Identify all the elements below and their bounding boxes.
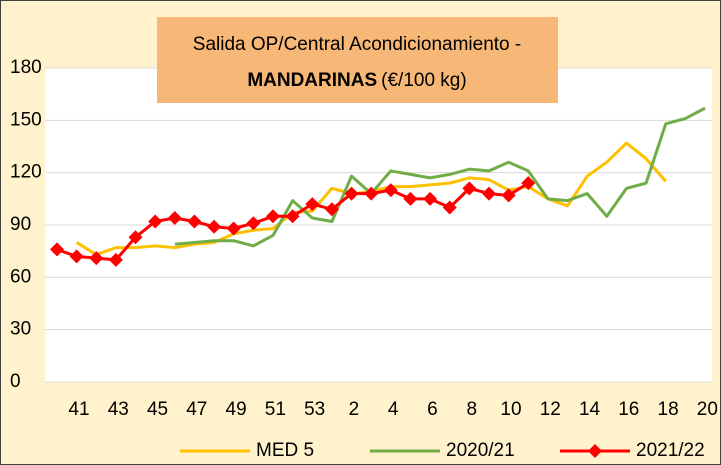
x-tick-label: 43 [108, 399, 129, 420]
x-tick-label: 12 [540, 399, 561, 420]
series-marker [364, 186, 379, 201]
x-tick-label: 45 [147, 399, 168, 420]
x-tick-label: 8 [466, 399, 477, 420]
x-tick-label: 16 [618, 399, 639, 420]
series-marker [403, 191, 418, 206]
legend-label: 2020/21 [446, 440, 515, 461]
legend-label: MED 5 [256, 440, 314, 461]
series-marker [167, 211, 182, 226]
series-marker [246, 216, 261, 231]
chart-title: Salida OP/Central Acondicionamiento - [193, 34, 521, 55]
x-tick-label: 18 [658, 399, 679, 420]
x-tick-label: 47 [186, 399, 207, 420]
x-tick-label: 20 [697, 399, 718, 420]
series-marker [128, 230, 143, 245]
series-marker [226, 221, 241, 236]
series-marker [50, 242, 64, 257]
x-tick-label: 49 [226, 399, 247, 420]
y-tick-label: 0 [10, 371, 21, 392]
series-marker [285, 209, 300, 224]
x-tick-label: 4 [388, 399, 399, 420]
title-unit: (€/100 kg) [381, 70, 467, 91]
series-marker [89, 251, 104, 266]
y-tick-label: 120 [10, 162, 42, 183]
series-marker [148, 214, 163, 229]
legend-marker [588, 444, 602, 458]
series-marker [383, 183, 398, 198]
x-tick-label: 51 [265, 399, 286, 420]
series-marker [482, 186, 496, 201]
y-tick-label: 90 [10, 214, 31, 235]
y-tick-label: 150 [10, 109, 42, 130]
series-line [174, 106, 706, 248]
x-tick-label: 6 [427, 399, 438, 420]
y-tick-label: 60 [10, 266, 31, 287]
x-tick-label: 41 [68, 399, 89, 420]
series-marker [344, 186, 359, 201]
x-tick-label: 10 [500, 399, 521, 420]
series-marker [187, 214, 202, 229]
y-tick-label: 30 [10, 319, 31, 340]
series-marker [69, 249, 84, 264]
series-marker [423, 191, 438, 206]
series-marker [305, 197, 320, 212]
title-bold: MANDARINAS [247, 70, 377, 91]
series-marker [207, 219, 222, 234]
x-tick-label: 14 [579, 399, 601, 420]
series-marker [324, 202, 339, 217]
y-tick-label: 180 [10, 57, 42, 78]
legend-label: 2021/22 [636, 440, 705, 461]
series-marker [501, 188, 516, 203]
series-marker [108, 252, 123, 267]
series-marker [266, 209, 280, 224]
series-marker [521, 176, 536, 191]
x-tick-label: 53 [304, 399, 325, 420]
title-box [157, 17, 558, 103]
series-marker [462, 181, 477, 196]
x-tick-label: 2 [349, 399, 360, 420]
chart-title: MANDARINAS (€/100 kg) [247, 70, 466, 91]
series-marker [442, 200, 457, 215]
